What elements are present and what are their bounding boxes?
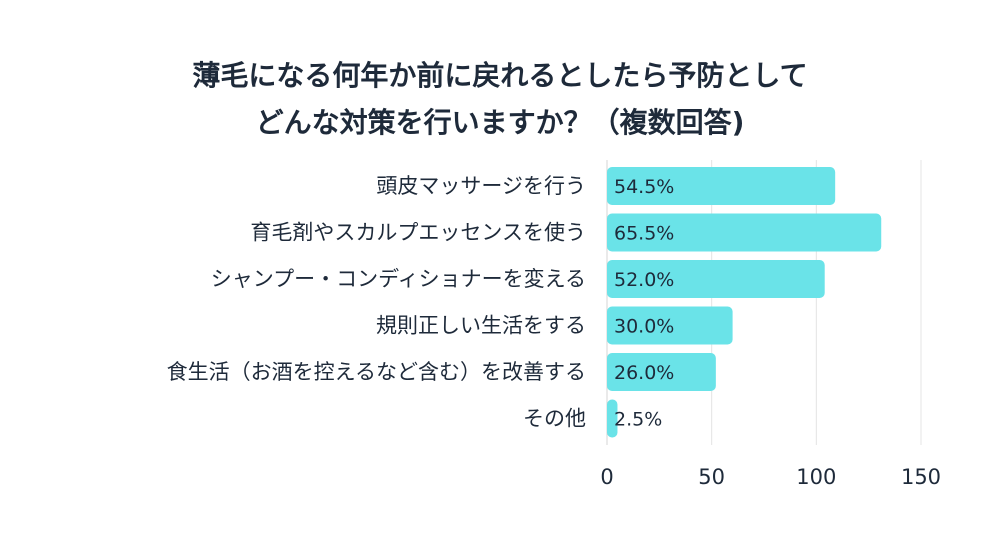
bar-2 [607,260,825,298]
x-tick-label-50: 50 [698,465,725,489]
chart-title-line-1: 薄毛になる何年か前に戻れるとしたら予防として [192,59,808,92]
data-label-0: 54.5% [614,176,674,198]
category-label-0: 頭皮マッサージを行う [376,174,586,198]
bar-3 [607,306,733,345]
bar-5 [607,399,618,438]
data-label-3: 30.0% [614,316,674,338]
x-tick-label-150: 150 [901,465,941,489]
chart-title-line-2: どんな対策を行いますか？（複数回答) [255,106,745,139]
bar-4 [607,353,716,391]
chart-title: 薄毛になる何年か前に戻れるとしたら予防として どんな対策を行いますか？（複数回答… [0,52,1000,146]
data-label-4: 26.0% [614,362,674,384]
x-tick-label-0: 0 [600,465,613,489]
bar-1 [607,213,882,252]
category-label-5: その他 [523,407,586,431]
category-label-2: シャンプー・コンディショナーを変える [211,267,586,291]
bar-0 [607,167,836,205]
category-label-1: 育毛剤やスカルプエッセンスを使う [250,221,586,245]
data-label-2: 52.0% [614,269,674,291]
data-label-5: 2.5% [614,409,662,431]
category-label-4: 食生活（お酒を控えるなど含む）を改善する [167,360,586,384]
data-label-1: 65.5% [614,223,674,245]
category-label-3: 規則正しい生活をする [376,314,586,338]
x-tick-label-100: 100 [796,465,836,489]
